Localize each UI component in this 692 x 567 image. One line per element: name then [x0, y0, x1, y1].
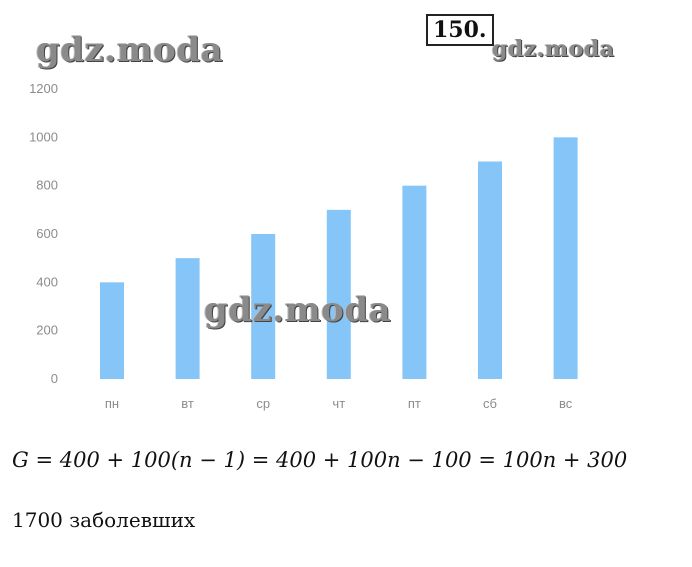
watermark-logo: gdz.moda: [36, 30, 224, 70]
y-tick-label: 0: [51, 371, 58, 386]
bar-пн: [100, 282, 124, 379]
watermark-logo: gdz.moda: [492, 36, 615, 62]
formula: G = 400 + 100(n − 1) = 400 + 100n − 100 …: [12, 448, 628, 472]
x-tick-label: пт: [408, 396, 421, 411]
x-axis: пн вт ср чт пт сб вс: [105, 396, 573, 411]
bar-вт: [175, 258, 200, 379]
bar-chart: 0 200 400 600 800 1000 1200 пн вт ср чт пт сб вс: [29, 81, 578, 411]
x-tick-label: пн: [105, 396, 119, 411]
answer-text: 1700 заболевших: [12, 508, 196, 532]
y-tick-label: 1200: [29, 81, 58, 96]
y-tick-label: 200: [36, 323, 58, 338]
watermark-logo: gdz.moda: [204, 290, 392, 330]
bar-чт: [326, 209, 351, 379]
x-tick-label: ср: [256, 396, 270, 411]
bars: [100, 137, 578, 379]
bar-ср: [251, 234, 276, 379]
x-tick-label: чт: [332, 396, 345, 411]
y-tick-label: 400: [36, 274, 58, 289]
y-axis: 0 200 400 600 800 1000 1200: [29, 81, 58, 386]
bar-пт: [402, 185, 427, 379]
problem-number: 150.: [426, 14, 494, 46]
x-tick-label: вт: [181, 396, 194, 411]
x-tick-label: сб: [483, 396, 497, 411]
y-tick-label: 800: [36, 178, 58, 193]
y-tick-label: 600: [36, 226, 58, 241]
bar-сб: [478, 161, 502, 379]
y-tick-label: 1000: [29, 129, 58, 144]
x-tick-label: вс: [559, 396, 573, 411]
bar-вс: [553, 137, 578, 379]
